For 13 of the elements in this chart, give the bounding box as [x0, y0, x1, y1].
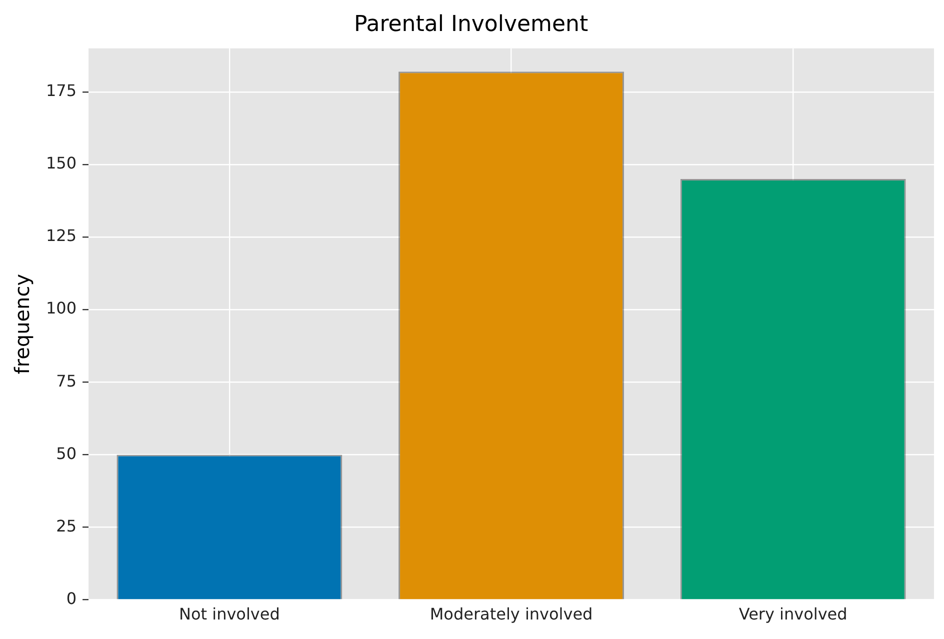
- y-tick-label: 125: [46, 226, 77, 246]
- y-tick-label: 175: [46, 81, 77, 100]
- y-tick-label: 150: [46, 154, 77, 173]
- x-tick-label: Moderately involved: [430, 604, 593, 624]
- x-tick-label: Not involved: [179, 604, 280, 624]
- y-tick-label: 50: [56, 444, 77, 463]
- x-tick-label: Very involved: [738, 604, 848, 624]
- y-tick-label: 25: [56, 516, 77, 536]
- y-axis-title: frequency: [10, 274, 34, 374]
- y-tick-label: 0: [66, 588, 77, 608]
- chart-title: Parental Involvement: [354, 12, 588, 37]
- y-tick-label: 75: [56, 371, 77, 390]
- y-tick-label: 100: [46, 298, 77, 318]
